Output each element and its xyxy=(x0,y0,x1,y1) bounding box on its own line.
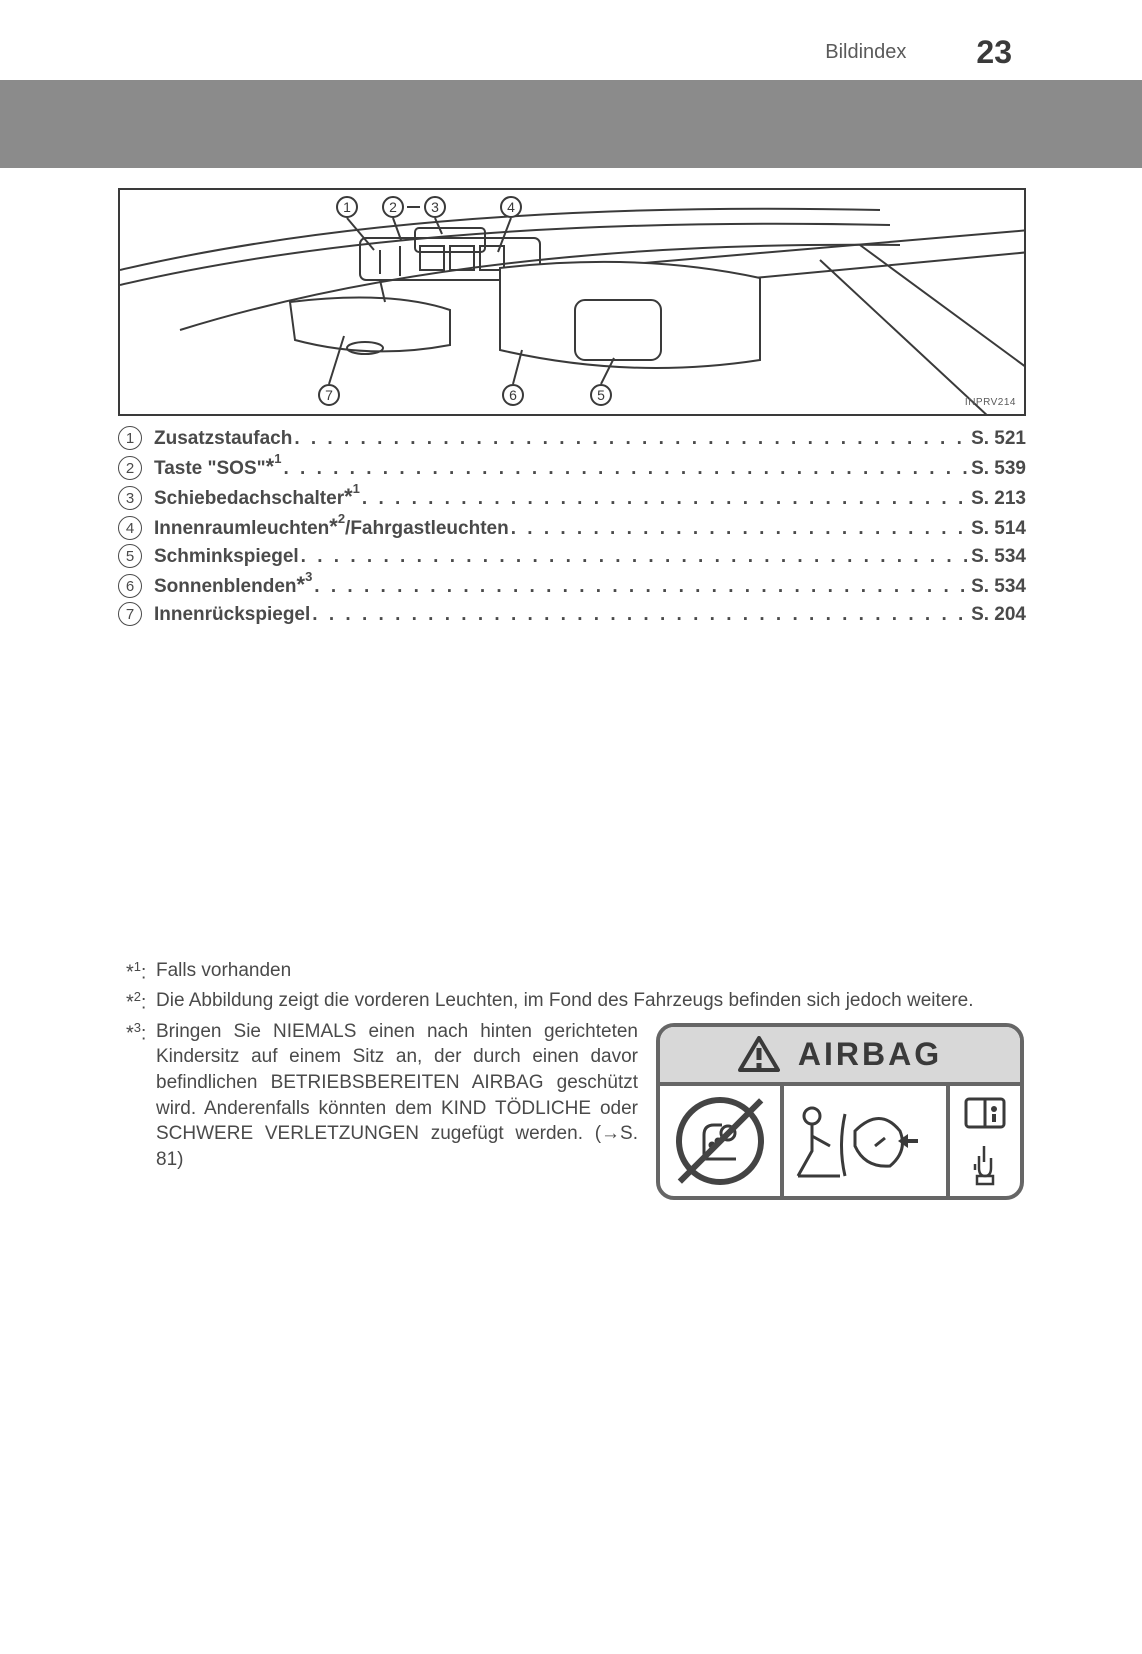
section-label: Bildindex xyxy=(825,41,906,64)
airbag-header: AIRBAG xyxy=(660,1027,1020,1086)
child-seat-icon xyxy=(690,1111,750,1171)
index-entry: 5 Schminkspiegel. . . . . . . . . . . . .… xyxy=(118,544,1026,568)
index-entry: 2 Taste "SOS"*1. . . . . . . . . . . . . … xyxy=(118,454,1026,480)
index-entry: 1 Zusatzstaufach. . . . . . . . . . . . .… xyxy=(118,426,1026,450)
leader-dots: . . . . . . . . . . . . . . . . . . . . … xyxy=(312,576,971,598)
airbag-body xyxy=(660,1086,1020,1196)
entry-number: 5 xyxy=(118,544,142,568)
airbag-diagram xyxy=(780,1086,950,1196)
callout-3: 3 xyxy=(424,196,446,218)
index-list: 1Zusatzstaufach. . . . . . . . . . . . .… xyxy=(118,426,1026,626)
figure-code: INPRV214 xyxy=(965,397,1016,408)
entry-number: 7 xyxy=(118,602,142,626)
page-number: 23 xyxy=(976,34,1012,71)
entry-label: Taste "SOS"*1 xyxy=(154,454,281,480)
entry-number: 2 xyxy=(118,456,142,480)
entry-label: Innenrückspiegel xyxy=(154,604,310,626)
index-entry: 4 Innenraumleuchten*2/Fahrgastleuchten. .… xyxy=(118,514,1026,540)
footnote-text: Die Abbildung zeigt die vorderen Leuchte… xyxy=(156,988,1026,1016)
entry-page: S. 514 xyxy=(971,518,1026,540)
entry-page: S. 534 xyxy=(971,576,1026,598)
entry-page: S. 213 xyxy=(971,488,1026,510)
leader-dots: . . . . . . . . . . . . . . . . . . . . … xyxy=(292,428,971,450)
airbag-prohibit xyxy=(660,1086,780,1196)
entry-number: 1 xyxy=(118,426,142,450)
warning-icon xyxy=(738,1036,780,1072)
hand-point-icon xyxy=(967,1142,1003,1186)
footnote-text: Falls vorhanden xyxy=(156,958,1026,986)
airbag-refs xyxy=(950,1086,1020,1196)
callout-1: 1 xyxy=(336,196,358,218)
entry-number: 6 xyxy=(118,574,142,598)
content-area: 1234765 INPRV214 1Zusatzstaufach. . . . … xyxy=(118,188,1026,630)
footnotes: *1: Falls vorhanden *2: Die Abbildung ze… xyxy=(126,958,1026,1202)
callout-6: 6 xyxy=(502,384,524,406)
index-entry: 6 Sonnenblenden*3. . . . . . . . . . . . … xyxy=(118,572,1026,598)
entry-label: Schminkspiegel xyxy=(154,546,299,568)
index-entry: 7 Innenrückspiegel. . . . . . . . . . . .… xyxy=(118,602,1026,626)
footnote-2: *2: Die Abbildung zeigt die vorderen Leu… xyxy=(126,988,1026,1016)
diagram-svg xyxy=(120,190,1026,416)
callout-7: 7 xyxy=(318,384,340,406)
callout-2: 2 xyxy=(382,196,404,218)
entry-label: Schiebedachschalter*1 xyxy=(154,484,360,510)
leader-dots: . . . . . . . . . . . . . . . . . . . . … xyxy=(509,518,971,540)
entry-number: 4 xyxy=(118,516,142,540)
callout-5: 5 xyxy=(590,384,612,406)
entry-page: S. 204 xyxy=(971,604,1026,626)
leader-dots: . . . . . . . . . . . . . . . . . . . . … xyxy=(281,458,971,480)
ceiling-diagram: 1 23 4 7 6 5 INPRV214 xyxy=(118,188,1026,416)
airbag-warning: AIRBAG xyxy=(656,1023,1024,1200)
entry-page: S. 534 xyxy=(971,546,1026,568)
leader-dots: . . . . . . . . . . . . . . . . . . . . … xyxy=(299,546,971,568)
footnote-1: *1: Falls vorhanden xyxy=(126,958,1026,986)
leader-dots: . . . . . . . . . . . . . . . . . . . . … xyxy=(310,604,971,626)
airbag-seat-icon xyxy=(790,1096,940,1186)
footnote-3: *3: Bringen Sie NIEMALS einen nach hinte… xyxy=(126,1019,1026,1200)
index-entry: 3 Schiebedachschalter*1. . . . . . . . . … xyxy=(118,484,1026,510)
footnote-mark: *1: xyxy=(126,958,156,986)
header-band xyxy=(0,80,1142,168)
callout-4: 4 xyxy=(500,196,522,218)
leader-dots: . . . . . . . . . . . . . . . . . . . . … xyxy=(360,488,971,510)
page-header: Bildindex 23 xyxy=(0,34,1142,71)
footnote-mark: *2: xyxy=(126,988,156,1016)
footnote-mark: *3: xyxy=(126,1019,156,1200)
manual-icon xyxy=(963,1096,1007,1130)
entry-label: Zusatzstaufach xyxy=(154,428,292,450)
entry-page: S. 521 xyxy=(971,428,1026,450)
entry-number: 3 xyxy=(118,486,142,510)
footnote-text: Bringen Sie NIEMALS einen nach hinten ge… xyxy=(156,1019,638,1173)
airbag-title: AIRBAG xyxy=(798,1033,942,1076)
entry-label: Innenraumleuchten*2/Fahrgastleuchten xyxy=(154,514,509,540)
entry-label: Sonnenblenden*3 xyxy=(154,572,312,598)
entry-page: S. 539 xyxy=(971,458,1026,480)
